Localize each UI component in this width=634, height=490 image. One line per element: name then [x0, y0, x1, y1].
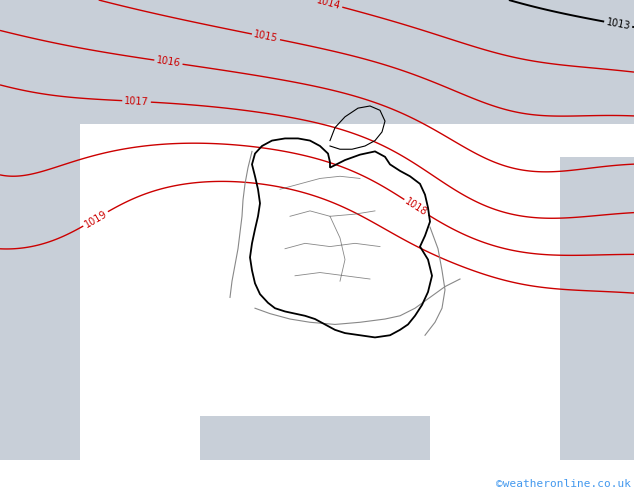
Text: Surface pressure [hPa] ECMWF: Surface pressure [hPa] ECMWF [3, 468, 203, 481]
Polygon shape [200, 416, 430, 460]
Text: 1018: 1018 [403, 196, 429, 218]
Text: ©weatheronline.co.uk: ©weatheronline.co.uk [496, 479, 631, 490]
Text: 1017: 1017 [124, 96, 149, 107]
Polygon shape [560, 157, 634, 460]
Text: Th 06-06-2024 00:00 UTC (00+48): Th 06-06-2024 00:00 UTC (00+48) [410, 468, 631, 481]
Text: 1014: 1014 [315, 0, 342, 11]
Polygon shape [0, 124, 80, 460]
Text: 1016: 1016 [155, 55, 181, 69]
Text: 1019: 1019 [82, 208, 108, 229]
Text: 1013: 1013 [605, 17, 631, 31]
Text: 1015: 1015 [253, 29, 279, 44]
Polygon shape [0, 0, 634, 124]
